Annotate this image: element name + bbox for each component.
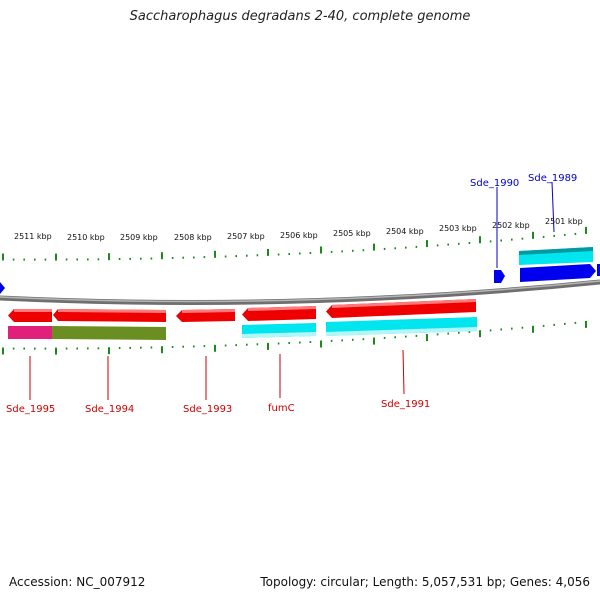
gene-label-fumc[interactable]: fumC (268, 403, 295, 414)
gene-label-sde-1993[interactable]: Sde_1993 (183, 404, 232, 415)
accession-text: Accession: NC_007912 (9, 575, 146, 589)
gene-highlight (248, 306, 316, 311)
gene-label-sde-1995[interactable]: Sde_1995 (6, 404, 55, 415)
cds-sde-1994[interactable] (52, 326, 166, 340)
gene-sde-1990-arrow[interactable] (494, 270, 505, 283)
kbp-label-2503: 2503 kbp (439, 224, 477, 233)
kbp-label-2511: 2511 kbp (14, 232, 52, 241)
gene-label-sde-1994[interactable]: Sde_1994 (85, 404, 134, 415)
gene-label-sde-1990[interactable]: Sde_1990 (470, 178, 519, 189)
forward-gene-edge-right[interactable] (597, 264, 600, 276)
leader-sde-1989 (551, 181, 555, 233)
kbp-label-2505: 2505 kbp (333, 229, 371, 238)
forward-gene-edge-left[interactable] (0, 282, 5, 294)
gene-highlight (58, 309, 166, 313)
cds-sde-1991-shade (326, 327, 477, 336)
kbp-label-2502: 2502 kbp (492, 221, 530, 230)
upper-scale-ticks (2, 226, 587, 261)
gene-label-sde-1989[interactable]: Sde_1989 (528, 173, 577, 184)
topology-text: Topology: circular; Length: 5,057,531 bp… (260, 575, 590, 589)
kbp-label-2501: 2501 kbp (545, 217, 583, 226)
map-title: Saccharophagus degradans 2-40, complete … (129, 9, 471, 24)
cds-sde-1989-shade (519, 247, 593, 255)
gene-highlight (14, 309, 52, 312)
cds-sde-1995[interactable] (8, 326, 52, 339)
genome-backbone-highlight (0, 280, 600, 303)
leader-sde-1991 (402, 349, 405, 395)
gene-sde-1995-arrow[interactable] (8, 309, 52, 322)
gene-sde-1989-arrow[interactable] (520, 264, 596, 282)
cds-fumc-shade (242, 332, 316, 338)
genome-backbone (0, 279, 600, 305)
kbp-label-2507: 2507 kbp (227, 232, 265, 241)
kbp-label-2510: 2510 kbp (67, 233, 105, 242)
kbp-label-2508: 2508 kbp (174, 233, 212, 242)
gene-highlight (182, 309, 235, 313)
lower-scale-ticks (2, 320, 587, 355)
gene-label-sde-1991[interactable]: Sde_1991 (381, 399, 430, 410)
kbp-label-2506: 2506 kbp (280, 231, 318, 240)
kbp-label-2509: 2509 kbp (120, 233, 158, 242)
kbp-label-2504: 2504 kbp (386, 227, 424, 236)
gene-highlight (332, 299, 476, 308)
